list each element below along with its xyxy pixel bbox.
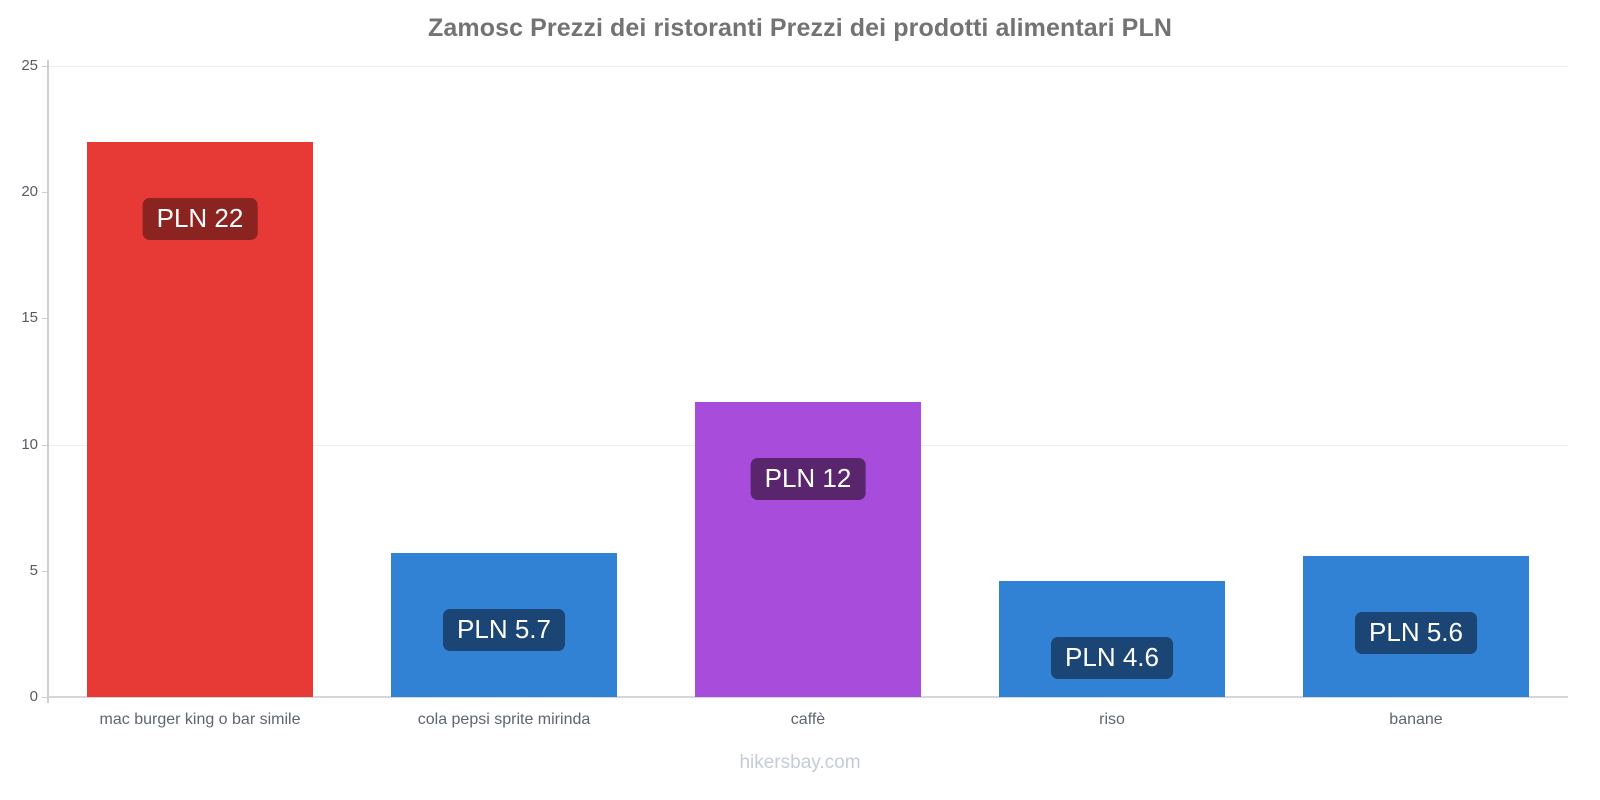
y-axis-tick-label: 5 xyxy=(29,561,38,579)
bar-value-label: PLN 12 xyxy=(750,457,866,500)
footer-credit: hikersbay.com xyxy=(739,752,861,773)
x-axis-line xyxy=(48,696,1568,698)
y-axis-line xyxy=(47,60,49,703)
value-labels-layer: PLN 22 PLN 5.7 PLN 12 PLN 4.6 PLN 5.6 xyxy=(48,66,1568,697)
y-axis-tick-label: 15 xyxy=(21,309,38,327)
bar-value-label: PLN 5.7 xyxy=(443,609,565,652)
y-axis-tick-mark xyxy=(42,570,48,572)
bar-value-label: PLN 22 xyxy=(142,197,258,240)
x-axis-category-label: riso xyxy=(1099,711,1125,728)
y-axis-tick-label: 0 xyxy=(29,688,38,705)
x-axis-category-label: caffè xyxy=(790,711,826,728)
bar-value-label: PLN 4.6 xyxy=(1051,636,1173,679)
y-axis-tick-mark xyxy=(42,192,48,194)
x-axis-category-label: banane xyxy=(1389,711,1443,728)
y-axis-tick-label: 20 xyxy=(21,183,38,201)
bar-value-label: PLN 5.6 xyxy=(1355,611,1477,654)
chart-title: Zamosc Prezzi dei ristoranti Prezzi dei … xyxy=(428,14,1172,42)
x-axis-labels: mac burger king o bar simile cola pepsi s… xyxy=(48,712,1568,742)
x-axis-category-label: cola pepsi sprite mirinda xyxy=(417,711,591,728)
y-axis-tick-label: 10 xyxy=(21,435,38,453)
bar[interactable] xyxy=(695,401,921,697)
y-axis-tick-label: 25 xyxy=(21,57,38,74)
y-axis-tick-mark xyxy=(42,66,48,67)
y-axis-tick-mark xyxy=(42,318,48,320)
y-axis-tick-mark xyxy=(42,697,48,698)
gridline xyxy=(48,66,1568,67)
y-axis-tick-mark xyxy=(42,444,48,446)
x-axis-category-label: mac burger king o bar simile xyxy=(99,711,301,728)
